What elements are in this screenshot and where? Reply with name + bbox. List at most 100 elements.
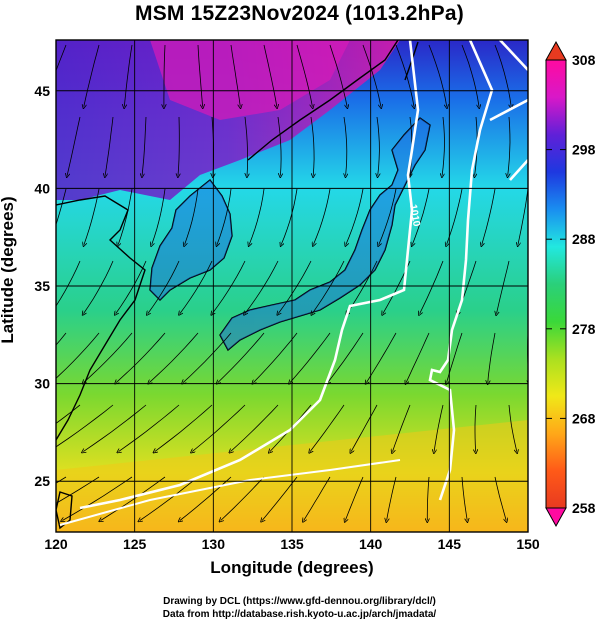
streamline [263,44,277,107]
streamline [379,188,397,245]
x-tick-label: 135 [280,536,304,552]
isobar-label: 1010 [407,204,422,228]
y-tick-label: 35 [34,278,50,294]
streamline [116,260,147,314]
y-tick-label: 25 [34,473,50,489]
streamline [536,261,542,314]
streamline [245,260,279,314]
y-tick-label: 40 [34,180,50,196]
streamline [482,188,496,245]
y-axis-label: Latitude (degrees) [0,196,17,344]
colorbar-ticks: 308 298 288 278 268 258 [546,52,596,516]
isobar-1010 [79,40,420,510]
streamline [508,404,517,452]
gridlines [56,40,528,532]
streamline [84,44,100,107]
streamline [475,404,476,452]
map-panel: 1010 [56,40,543,532]
streamline [387,476,397,521]
streamline [362,44,381,107]
streamline [84,332,133,383]
streamline [281,188,298,245]
streamline [119,404,180,452]
streamline [253,332,298,383]
streamline [351,404,378,452]
streamline [217,188,232,245]
streamline [420,260,444,314]
wind-streamlines [56,44,543,521]
colorbar-body [545,59,567,509]
streamline [62,476,133,521]
streamline [148,260,180,314]
isobar-ne-2 [489,98,528,122]
streamline [197,44,203,107]
streamline [541,117,543,176]
streamline [527,477,528,479]
streamline [101,476,166,521]
streamline [488,332,496,383]
streamline [277,116,281,176]
credit-data: Data from http://database.rish.kyoto-u.a… [162,609,437,620]
colorbar-bottom-arrow [545,507,567,528]
streamline [518,188,528,245]
streamline [508,116,511,176]
x-axis-ticks: 120 125 130 135 140 145 150 [44,536,540,552]
streamline [180,476,232,521]
korea-coastline [149,179,233,301]
streamline [56,332,67,346]
streamline [304,476,331,521]
streamline [393,404,411,452]
streamline [527,45,528,47]
streamline [105,116,114,176]
streamline [221,476,265,521]
streamline [152,188,166,245]
streamline [262,476,298,521]
streamline [67,116,81,176]
streamline [312,260,345,314]
isobar-ne-1 [499,40,528,71]
streamline [442,116,445,176]
streamline [142,116,147,176]
colorbar-tick-label: 288 [572,231,596,247]
isobar-ne-3 [509,159,528,181]
streamline [245,116,248,176]
streamline [249,188,265,245]
streamline [56,44,67,72]
x-tick-label: 150 [516,536,540,552]
streamline [116,332,166,383]
streamline [395,44,414,107]
colorbar-top-arrow [545,40,567,61]
streamline [231,404,279,452]
streamline [83,404,147,452]
streamline [185,188,199,245]
x-tick-label: 145 [438,536,462,552]
streamline [84,188,100,245]
streamline [84,260,114,314]
streamline [344,116,347,176]
streamline [192,404,246,452]
land-fill [150,118,430,350]
streamline [494,44,511,107]
streamline [230,44,240,107]
streamline [497,260,510,314]
isobar-south [59,459,401,526]
streamline [366,332,397,383]
credit-drawing: Drawing by DCL (https://www.gfd-dennou.o… [163,596,436,607]
streamline [178,116,179,176]
streamline [461,44,479,107]
x-tick-label: 125 [123,536,147,552]
streamline [56,332,100,379]
streamline [296,44,312,107]
colorbar-tick-label: 278 [572,321,596,337]
streamline [313,188,331,245]
x-tick-label: 140 [359,536,383,552]
colorbar-tick-label: 258 [572,500,596,516]
streamline [118,188,133,245]
colorbar-tick-label: 298 [572,142,596,158]
russia-coastline [247,40,399,161]
streamline [212,260,246,314]
china-coastline [56,195,146,441]
x-tick-label: 120 [44,536,68,552]
streamline [310,116,314,176]
